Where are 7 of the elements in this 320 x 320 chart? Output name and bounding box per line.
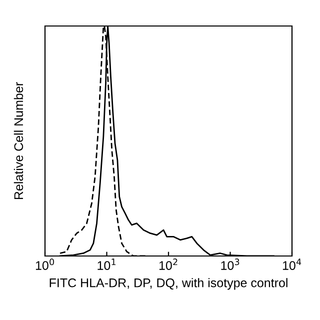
x-tick-label: 10$^{3}$ [221,258,240,270]
x-tick-label: 10$^{4}$ [282,258,302,270]
y-axis-title: Relative Cell Number [14,82,24,200]
x-tick-label: 10$^{0}$ [36,258,54,270]
x-tick-label: 10$^{2}$ [159,258,178,270]
x-axis-title: FITC HLA-DR, DP, DQ, with isotype control [50,278,288,290]
x-tick-label: 10$^{1}$ [98,258,116,270]
